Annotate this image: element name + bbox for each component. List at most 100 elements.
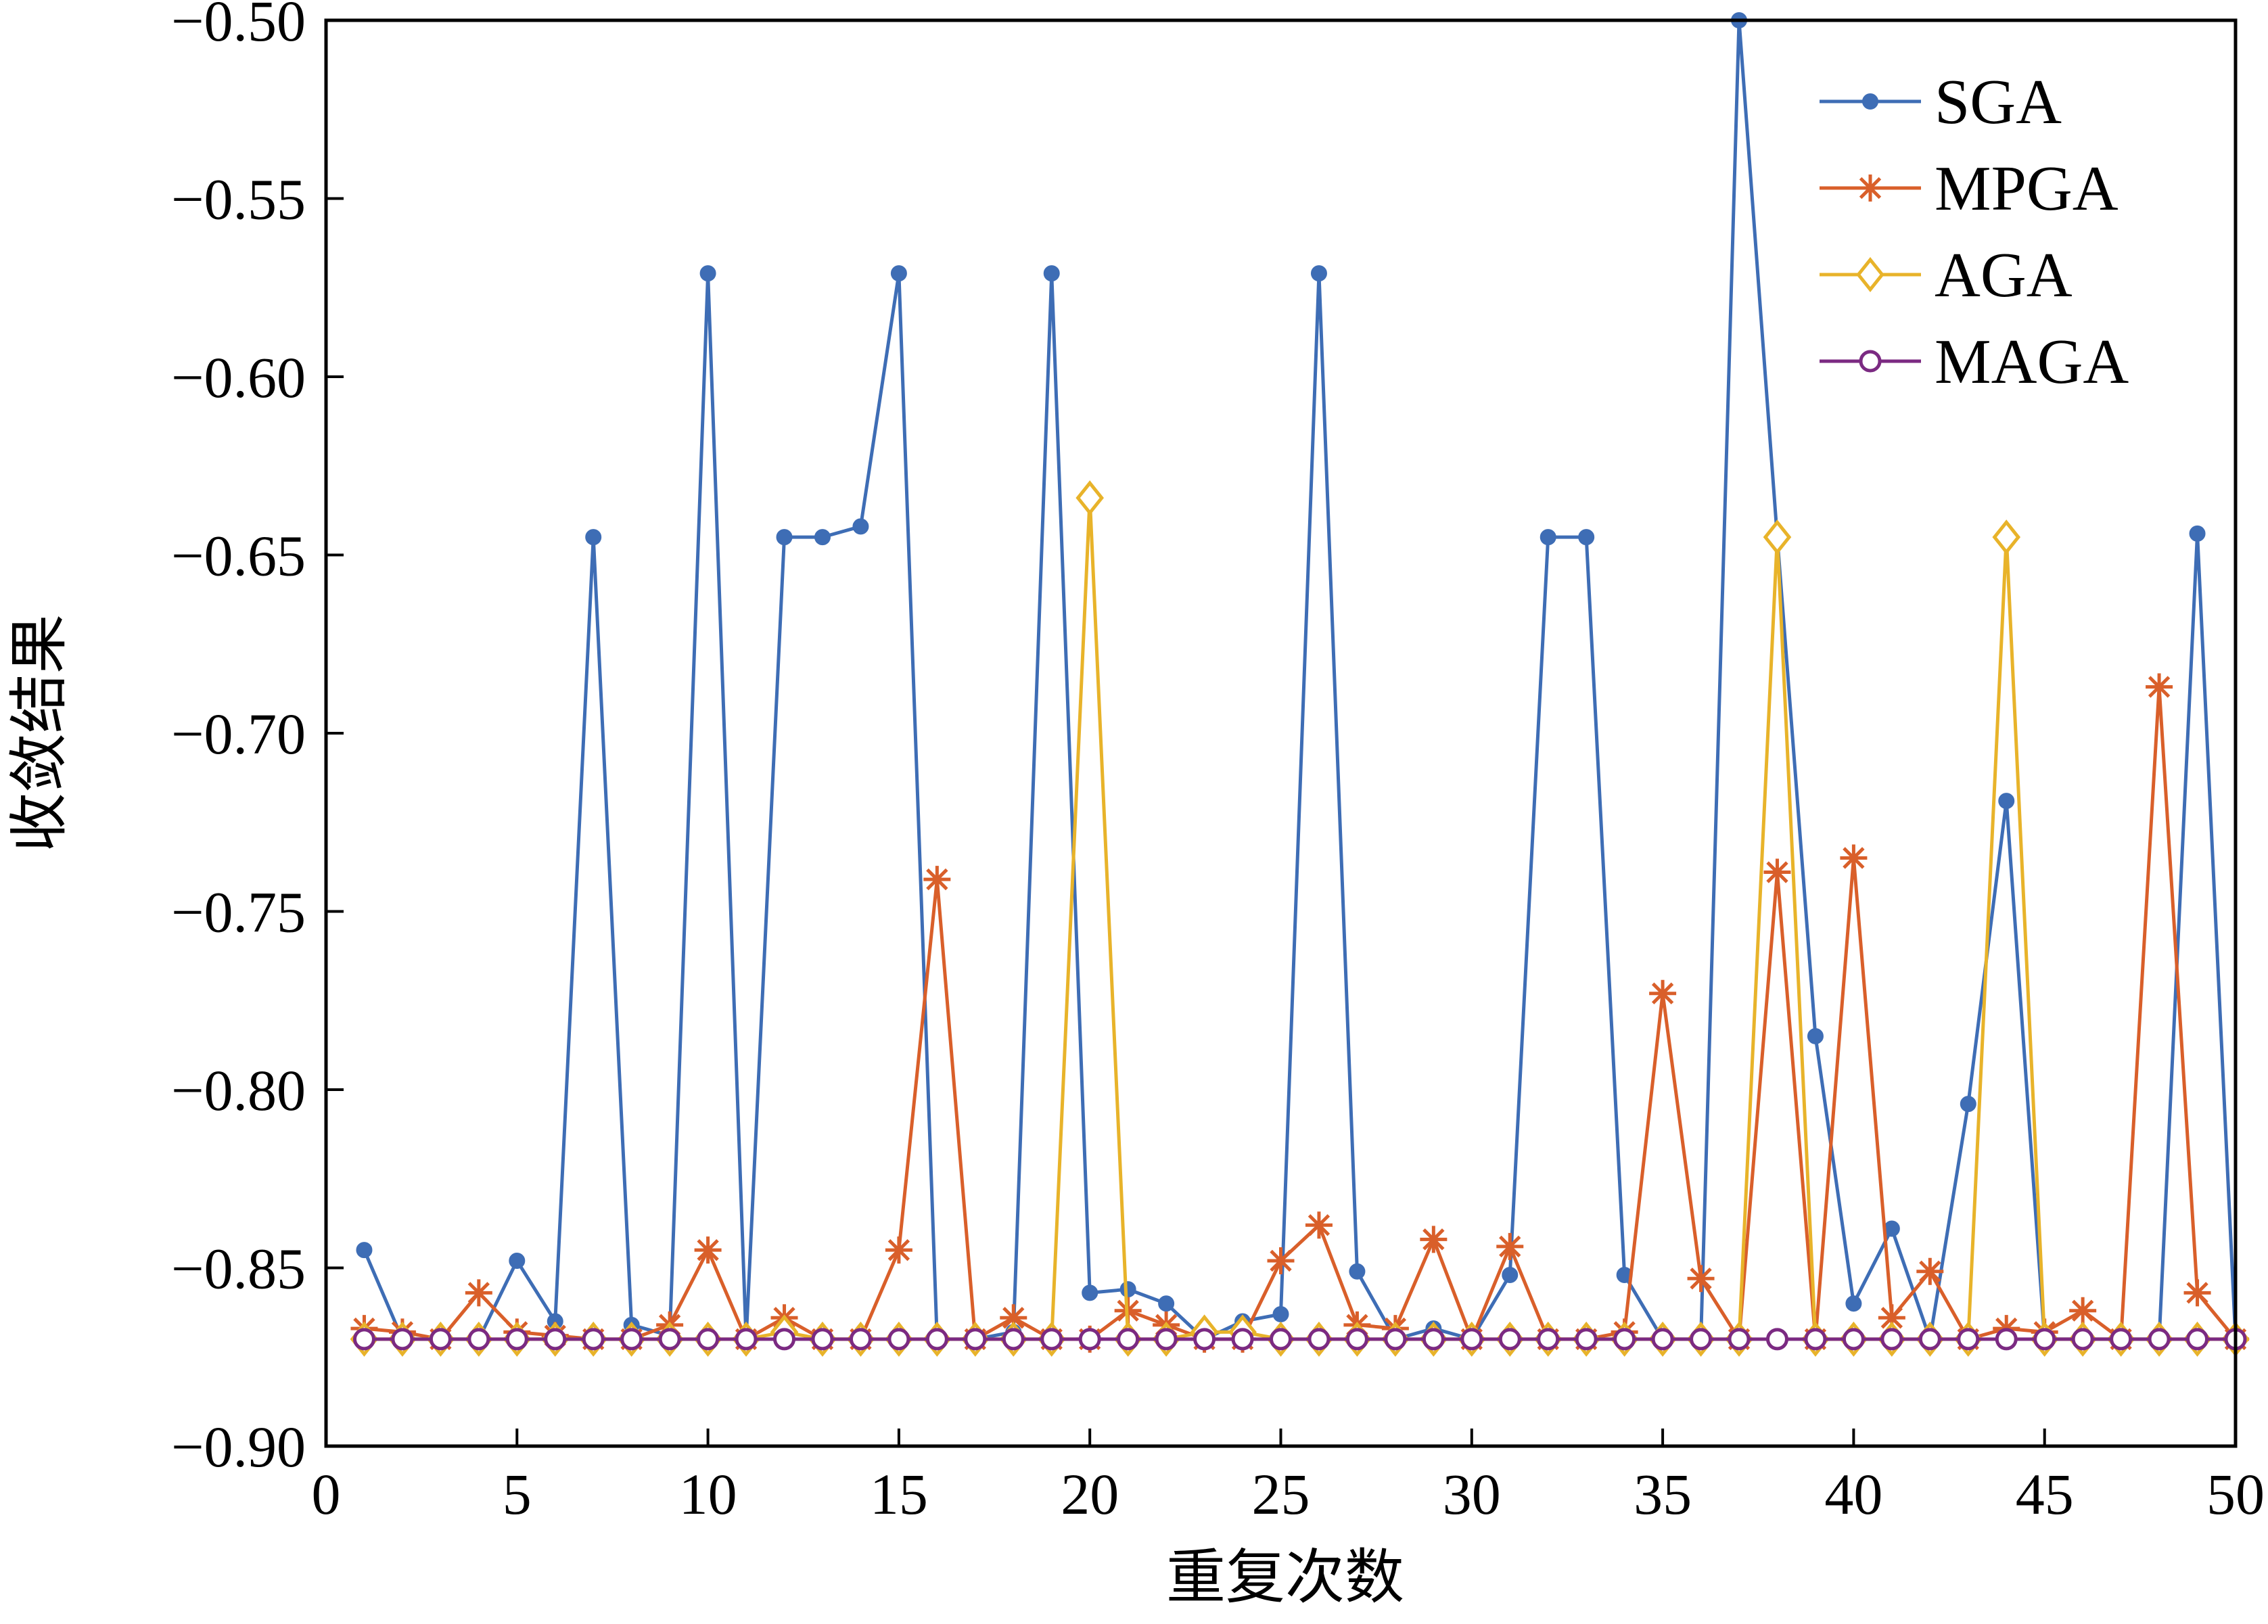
data-point-maga	[1690, 1328, 1713, 1351]
data-point-mpga	[2146, 673, 2173, 701]
x-tick-label: 10	[679, 1462, 737, 1527]
legend-marker-aga	[1856, 256, 1884, 293]
data-point-aga	[1763, 519, 1792, 555]
data-point-sga	[1082, 1284, 1098, 1301]
data-point-mpga	[1267, 1247, 1295, 1274]
data-point-maga	[2148, 1328, 2171, 1351]
x-tick-label: 30	[1443, 1462, 1501, 1527]
series-maga	[352, 1328, 2247, 1351]
data-point-mpga	[465, 1279, 492, 1307]
x-tick-label: 25	[1252, 1462, 1310, 1527]
data-point-sga	[776, 529, 793, 546]
data-point-maga	[1270, 1328, 1292, 1351]
data-point-mpga	[1000, 1304, 1027, 1332]
data-point-maga	[1537, 1328, 1560, 1351]
legend-label-maga: MAGA	[1935, 327, 2129, 397]
legend-marker-sga	[1862, 93, 1878, 110]
data-point-maga	[1804, 1328, 1827, 1351]
data-point-sga	[1502, 1267, 1519, 1284]
data-point-mpga	[1763, 858, 1791, 886]
data-point-mpga	[885, 1236, 912, 1264]
data-point-maga	[352, 1328, 375, 1351]
legend-marker-mpga	[1857, 175, 1884, 202]
data-point-sga	[1119, 1281, 1136, 1298]
data-point-mpga	[1687, 1265, 1715, 1293]
data-point-maga	[773, 1328, 796, 1351]
data-point-maga	[1078, 1328, 1101, 1351]
data-point-sga	[1272, 1306, 1289, 1323]
data-point-aga	[1992, 519, 2021, 555]
y-axis-title: 收敛结果	[4, 614, 74, 852]
data-point-maga	[467, 1328, 490, 1351]
y-tick-label: −0.80	[171, 1058, 306, 1123]
data-point-mpga	[1840, 844, 1868, 872]
data-point-maga	[544, 1328, 567, 1351]
data-point-maga	[1918, 1328, 1941, 1351]
legend-marker-maga	[1859, 350, 1882, 373]
data-point-maga	[1651, 1328, 1674, 1351]
data-point-maga	[1384, 1328, 1407, 1351]
data-point-maga	[1765, 1328, 1788, 1351]
x-tick-label: 45	[2016, 1462, 2074, 1527]
y-tick-label: −0.65	[171, 524, 306, 588]
data-point-maga	[1002, 1328, 1025, 1351]
data-point-sga	[2189, 525, 2206, 542]
data-point-maga	[1422, 1328, 1445, 1351]
legend-item-sga: SGA	[1820, 67, 2062, 137]
data-point-maga	[1117, 1328, 1140, 1351]
data-point-maga	[582, 1328, 605, 1351]
data-point-sga	[585, 529, 602, 546]
data-point-sga	[890, 265, 907, 282]
series-layer	[350, 12, 2250, 1357]
x-tick-label: 0	[312, 1462, 341, 1527]
y-tick-label: −0.55	[171, 167, 306, 232]
data-point-maga	[1842, 1328, 1865, 1351]
data-point-maga	[1231, 1328, 1254, 1351]
x-tick-label: 20	[1061, 1462, 1119, 1527]
data-point-sga	[1349, 1263, 1366, 1280]
data-point-mpga	[694, 1236, 722, 1264]
data-point-maga	[2110, 1328, 2133, 1351]
legend-label-mpga: MPGA	[1935, 154, 2119, 224]
data-point-mpga	[2069, 1297, 2097, 1324]
data-point-maga	[1193, 1328, 1216, 1351]
data-point-maga	[1995, 1328, 2018, 1351]
data-point-mpga	[1420, 1226, 1448, 1253]
data-point-sga	[509, 1252, 526, 1269]
legend-item-mpga: MPGA	[1820, 154, 2119, 224]
data-point-sga	[852, 518, 869, 535]
data-point-maga	[1728, 1328, 1751, 1351]
x-axis-title: 重复次数	[1166, 1542, 1404, 1612]
data-point-maga	[429, 1328, 452, 1351]
legend: SGA MPGA AGA MAGA	[1820, 67, 2129, 397]
data-point-maga	[1307, 1328, 1330, 1351]
legend-label-sga: SGA	[1935, 67, 2062, 137]
data-point-maga	[1575, 1328, 1598, 1351]
data-point-maga	[1155, 1328, 1178, 1351]
data-point-mpga	[923, 866, 951, 894]
data-point-maga	[849, 1328, 872, 1351]
data-point-sga	[1043, 265, 1060, 282]
data-point-sga	[1540, 529, 1556, 546]
y-tick-label: −0.90	[171, 1414, 306, 1479]
data-point-sga	[1158, 1295, 1175, 1312]
legend-item-aga: AGA	[1820, 240, 2073, 310]
data-point-mpga	[1916, 1257, 1944, 1285]
x-tick-label: 40	[1824, 1462, 1882, 1527]
data-point-mpga	[1649, 979, 1677, 1007]
data-point-maga	[2186, 1328, 2209, 1351]
data-point-maga	[1345, 1328, 1368, 1351]
y-tick-label: −0.85	[171, 1236, 306, 1301]
data-point-maga	[1880, 1328, 1903, 1351]
x-tick-label: 35	[1634, 1462, 1692, 1527]
data-point-sga	[1998, 793, 2015, 810]
y-tick-label: −0.50	[171, 0, 306, 53]
data-point-sga	[699, 265, 716, 282]
y-tick-label: −0.70	[171, 701, 306, 766]
data-point-sga	[1310, 265, 1327, 282]
legend-item-maga: MAGA	[1820, 327, 2129, 397]
data-point-sga	[1578, 529, 1595, 546]
ticks-layer: 0 5 10 15 20 25 30 35 40 45 50 −0.90 −0.85 −0.80 −0.75…	[171, 0, 2265, 1527]
